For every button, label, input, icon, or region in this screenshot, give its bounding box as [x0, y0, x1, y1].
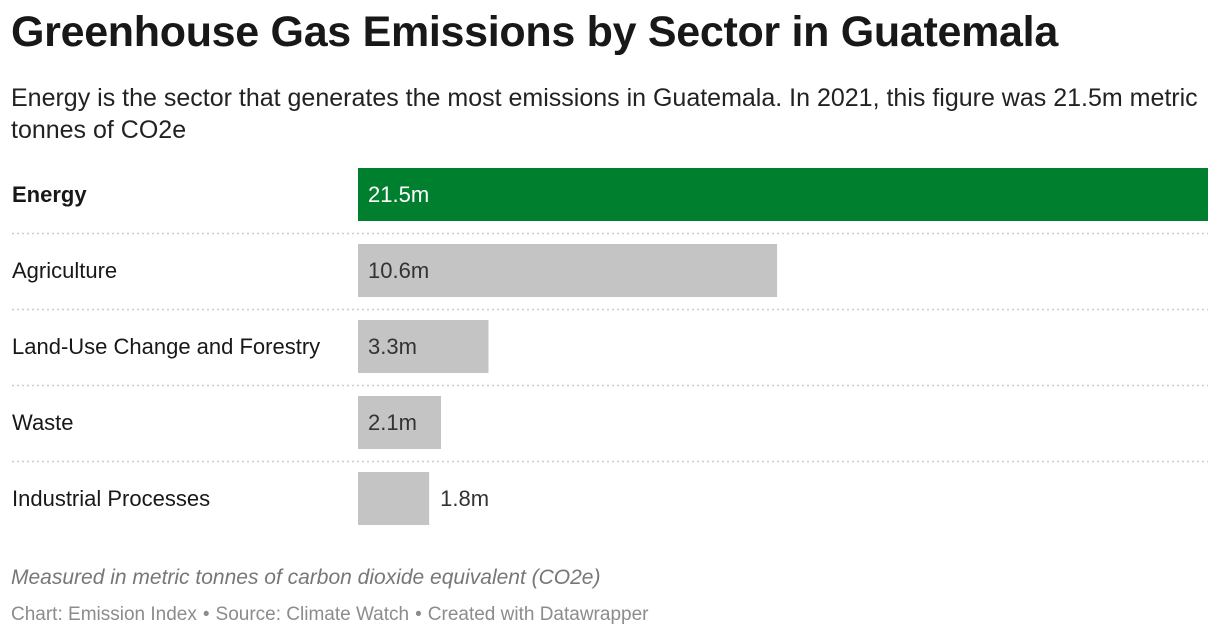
chart-title: Greenhouse Gas Emissions by Sector in Gu…: [11, 8, 1058, 56]
bar-energy: [358, 168, 1208, 221]
value-label-industrial-processes: 1.8m: [440, 486, 489, 511]
chart-footer: Chart: Emission Index • Source: Climate Wa…: [11, 604, 648, 626]
bar-land-use-change-and-forestry: [358, 320, 489, 373]
category-label-waste: Waste: [12, 410, 74, 435]
bar-agriculture: [358, 244, 778, 297]
category-label-agriculture: Agriculture: [12, 258, 117, 283]
bar-industrial-processes: [358, 472, 430, 525]
footer-separator: •: [415, 604, 422, 625]
footer-source: Source: Climate Watch: [215, 604, 410, 625]
footer-separator: •: [202, 604, 210, 625]
category-label-industrial-processes: Industrial Processes: [12, 486, 210, 511]
bar-chart: Energy 21.5m Agriculture 10.6m Land-Use Chan…: [12, 168, 1208, 525]
value-label-land-use-change-and-forestry: 3.3m: [368, 334, 417, 359]
category-label-land-use-change-and-forestry: Land-Use Change and Forestry: [12, 334, 320, 359]
footer-chart-credit: Chart: Emission Index: [11, 604, 197, 625]
bar-waste: [358, 396, 442, 449]
value-label-energy: 21.5m: [368, 182, 429, 207]
category-label-energy: Energy: [12, 182, 87, 207]
footer-created-with: Created with Datawrapper: [427, 604, 649, 625]
chart-subtitle: Energy is the sector that generates the …: [11, 84, 1198, 144]
chart-notes: Measured in metric tonnes of carbon diox…: [11, 566, 601, 589]
value-label-waste: 2.1m: [368, 410, 417, 435]
value-label-agriculture: 10.6m: [368, 258, 429, 283]
